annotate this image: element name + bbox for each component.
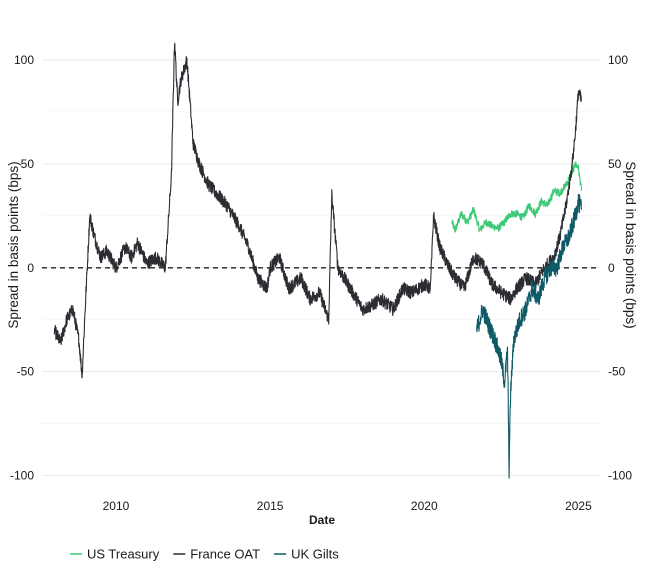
series-lines	[53, 42, 583, 479]
x-axis-title: Date	[309, 513, 335, 527]
legend-label: US Treasury	[87, 547, 160, 562]
legend: US Treasury France OAT UK Gilts	[70, 547, 339, 562]
y-tick-label-right: -100	[608, 469, 632, 483]
y-tick-label-left: -50	[17, 365, 35, 379]
y-axis-left-ticks: -100 -50 0 50 100	[10, 53, 34, 483]
series-line-france-oat	[53, 42, 583, 379]
legend-label: France OAT	[190, 547, 260, 562]
y-tick-label-right: 50	[608, 157, 622, 171]
x-tick-label: 2015	[257, 499, 284, 513]
y-axis-left-title: Spread in basis points (bps)	[6, 161, 21, 328]
legend-item-us-treasury: US Treasury	[70, 547, 160, 562]
series-line-us-treasury	[451, 160, 583, 233]
x-axis-ticks: 2010 2015 2020 2025	[103, 499, 592, 513]
y-tick-label-right: -50	[608, 365, 626, 379]
y-tick-label-left: 0	[27, 261, 34, 275]
legend-item-france-oat: France OAT	[173, 547, 260, 562]
series-line-uk-gilts	[476, 193, 583, 479]
y-tick-label-left: -100	[10, 469, 34, 483]
legend-label: UK Gilts	[291, 547, 339, 562]
x-tick-label: 2020	[411, 499, 438, 513]
y-tick-label-right: 0	[608, 261, 615, 275]
y-axis-right-title: Spread in basis points (bps)	[623, 161, 638, 328]
gridlines	[42, 7, 600, 477]
y-tick-label-left: 100	[14, 53, 34, 67]
y-axis-right-ticks: -100 -50 0 50 100	[608, 53, 632, 483]
y-tick-label-right: 100	[608, 53, 628, 67]
x-tick-label: 2025	[565, 499, 592, 513]
y-tick-label-left: 50	[21, 157, 35, 171]
x-tick-label: 2010	[103, 499, 130, 513]
legend-item-uk-gilts: UK Gilts	[274, 547, 339, 562]
